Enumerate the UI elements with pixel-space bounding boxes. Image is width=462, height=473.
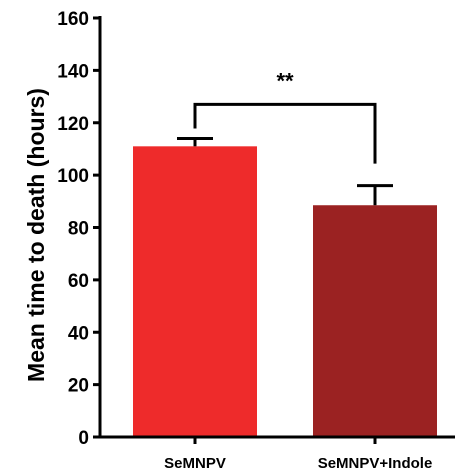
y-tick-label-100: 100 xyxy=(57,166,89,187)
category-label-0: SeMNPV xyxy=(164,455,226,472)
significance-bracket xyxy=(193,102,377,164)
y-tick-label-140: 140 xyxy=(57,61,89,82)
bar-1 xyxy=(313,205,437,437)
y-tick-label-80: 80 xyxy=(68,219,89,240)
y-axis-label: Mean time to death (hours) xyxy=(23,88,49,382)
significance-label: ** xyxy=(276,68,294,93)
y-tick-label-160: 160 xyxy=(57,9,89,30)
y-tick-label-60: 60 xyxy=(68,271,89,292)
y-tick-label-40: 40 xyxy=(68,323,89,344)
plot-area: SeMNPV SeMNPV+Indole ** 0 20 40 60 80 100 120 140 1… xyxy=(57,9,455,472)
y-tick-label-20: 20 xyxy=(68,376,89,397)
bar-0 xyxy=(133,146,257,437)
category-label-1: SeMNPV+Indole xyxy=(318,455,433,472)
y-tick-label-0: 0 xyxy=(78,428,89,449)
y-tick-label-120: 120 xyxy=(57,114,89,135)
